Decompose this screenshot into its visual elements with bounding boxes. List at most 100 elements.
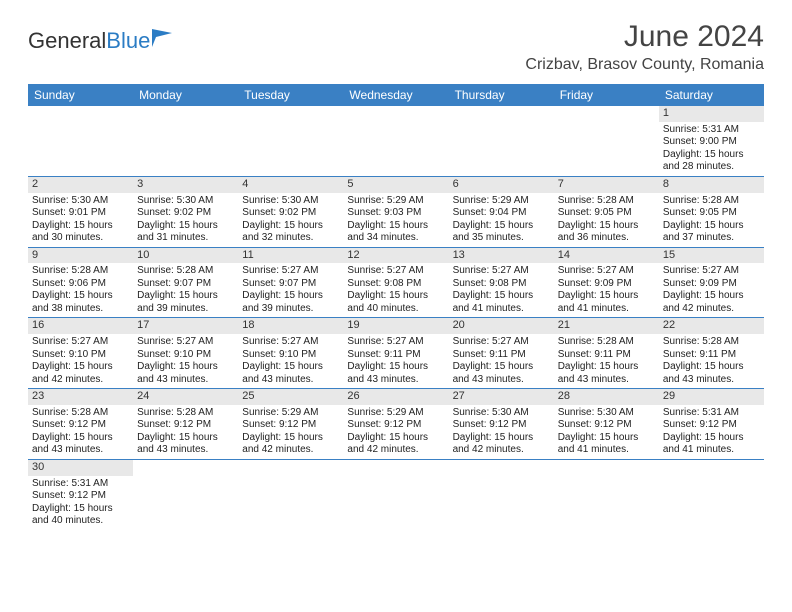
day-details: Sunrise: 5:30 AMSunset: 9:12 PMDaylight:… — [449, 406, 554, 459]
day-number: 2 — [28, 177, 133, 193]
daylight-line: Daylight: 15 hours and 42 minutes. — [32, 361, 129, 386]
day-number: 28 — [554, 389, 659, 405]
daylight-line: Daylight: 15 hours and 38 minutes. — [32, 290, 129, 315]
calendar-cell: 18Sunrise: 5:27 AMSunset: 9:10 PMDayligh… — [238, 318, 343, 389]
calendar-cell — [28, 106, 133, 176]
sunset-line: Sunset: 9:12 PM — [453, 419, 550, 432]
weekday-header: Friday — [554, 84, 659, 106]
calendar-cell: 13Sunrise: 5:27 AMSunset: 9:08 PMDayligh… — [449, 247, 554, 318]
calendar-cell: 19Sunrise: 5:27 AMSunset: 9:11 PMDayligh… — [343, 318, 448, 389]
daylight-line: Daylight: 15 hours and 43 minutes. — [663, 361, 760, 386]
sunset-line: Sunset: 9:08 PM — [453, 278, 550, 291]
day-details: Sunrise: 5:27 AMSunset: 9:09 PMDaylight:… — [554, 264, 659, 317]
day-details: Sunrise: 5:27 AMSunset: 9:08 PMDaylight:… — [343, 264, 448, 317]
sunrise-line: Sunrise: 5:28 AM — [558, 336, 655, 349]
day-number: 16 — [28, 318, 133, 334]
calendar-cell — [554, 106, 659, 176]
daylight-line: Daylight: 15 hours and 43 minutes. — [242, 361, 339, 386]
sunrise-line: Sunrise: 5:29 AM — [453, 195, 550, 208]
day-number: 7 — [554, 177, 659, 193]
day-details: Sunrise: 5:27 AMSunset: 9:10 PMDaylight:… — [28, 335, 133, 388]
calendar-cell: 17Sunrise: 5:27 AMSunset: 9:10 PMDayligh… — [133, 318, 238, 389]
day-details: Sunrise: 5:27 AMSunset: 9:11 PMDaylight:… — [449, 335, 554, 388]
calendar-cell: 14Sunrise: 5:27 AMSunset: 9:09 PMDayligh… — [554, 247, 659, 318]
day-details: Sunrise: 5:28 AMSunset: 9:11 PMDaylight:… — [659, 335, 764, 388]
day-number: 24 — [133, 389, 238, 405]
calendar-row: 30Sunrise: 5:31 AMSunset: 9:12 PMDayligh… — [28, 459, 764, 529]
daylight-line: Daylight: 15 hours and 42 minutes. — [242, 432, 339, 457]
day-number: 21 — [554, 318, 659, 334]
sunset-line: Sunset: 9:02 PM — [242, 207, 339, 220]
sunrise-line: Sunrise: 5:27 AM — [347, 336, 444, 349]
day-number: 3 — [133, 177, 238, 193]
day-number: 19 — [343, 318, 448, 334]
day-number: 12 — [343, 248, 448, 264]
daylight-line: Daylight: 15 hours and 41 minutes. — [663, 432, 760, 457]
day-details: Sunrise: 5:30 AMSunset: 9:01 PMDaylight:… — [28, 194, 133, 247]
day-number: 5 — [343, 177, 448, 193]
calendar-row: 9Sunrise: 5:28 AMSunset: 9:06 PMDaylight… — [28, 247, 764, 318]
calendar-cell — [343, 459, 448, 529]
daylight-line: Daylight: 15 hours and 36 minutes. — [558, 220, 655, 245]
sunset-line: Sunset: 9:09 PM — [663, 278, 760, 291]
daylight-line: Daylight: 15 hours and 31 minutes. — [137, 220, 234, 245]
calendar-table: SundayMondayTuesdayWednesdayThursdayFrid… — [28, 84, 764, 530]
flag-icon — [152, 27, 178, 53]
sunset-line: Sunset: 9:11 PM — [347, 349, 444, 362]
day-details: Sunrise: 5:31 AMSunset: 9:12 PMDaylight:… — [659, 406, 764, 459]
sunrise-line: Sunrise: 5:30 AM — [137, 195, 234, 208]
day-number: 30 — [28, 460, 133, 476]
daylight-line: Daylight: 15 hours and 39 minutes. — [137, 290, 234, 315]
day-details: Sunrise: 5:28 AMSunset: 9:12 PMDaylight:… — [133, 406, 238, 459]
calendar-cell: 20Sunrise: 5:27 AMSunset: 9:11 PMDayligh… — [449, 318, 554, 389]
daylight-line: Daylight: 15 hours and 34 minutes. — [347, 220, 444, 245]
day-details: Sunrise: 5:27 AMSunset: 9:07 PMDaylight:… — [238, 264, 343, 317]
calendar-cell: 6Sunrise: 5:29 AMSunset: 9:04 PMDaylight… — [449, 176, 554, 247]
calendar-cell: 12Sunrise: 5:27 AMSunset: 9:08 PMDayligh… — [343, 247, 448, 318]
calendar-cell — [238, 106, 343, 176]
calendar-cell: 27Sunrise: 5:30 AMSunset: 9:12 PMDayligh… — [449, 389, 554, 460]
sunrise-line: Sunrise: 5:30 AM — [242, 195, 339, 208]
calendar-cell: 3Sunrise: 5:30 AMSunset: 9:02 PMDaylight… — [133, 176, 238, 247]
day-number: 6 — [449, 177, 554, 193]
calendar-cell — [133, 106, 238, 176]
calendar-cell: 23Sunrise: 5:28 AMSunset: 9:12 PMDayligh… — [28, 389, 133, 460]
sunrise-line: Sunrise: 5:27 AM — [242, 265, 339, 278]
calendar-cell: 21Sunrise: 5:28 AMSunset: 9:11 PMDayligh… — [554, 318, 659, 389]
sunrise-line: Sunrise: 5:31 AM — [663, 407, 760, 420]
sunset-line: Sunset: 9:11 PM — [453, 349, 550, 362]
day-details: Sunrise: 5:28 AMSunset: 9:12 PMDaylight:… — [28, 406, 133, 459]
calendar-cell: 30Sunrise: 5:31 AMSunset: 9:12 PMDayligh… — [28, 459, 133, 529]
calendar-cell: 28Sunrise: 5:30 AMSunset: 9:12 PMDayligh… — [554, 389, 659, 460]
day-number: 14 — [554, 248, 659, 264]
calendar-cell — [343, 106, 448, 176]
month-title: June 2024 — [525, 20, 764, 54]
day-details: Sunrise: 5:28 AMSunset: 9:11 PMDaylight:… — [554, 335, 659, 388]
daylight-line: Daylight: 15 hours and 40 minutes. — [32, 503, 129, 528]
day-number: 9 — [28, 248, 133, 264]
sunset-line: Sunset: 9:12 PM — [137, 419, 234, 432]
sunset-line: Sunset: 9:07 PM — [242, 278, 339, 291]
day-details: Sunrise: 5:31 AMSunset: 9:00 PMDaylight:… — [659, 123, 764, 176]
logo: GeneralBlue — [28, 28, 178, 54]
logo-text-blue: Blue — [106, 28, 150, 54]
sunset-line: Sunset: 9:12 PM — [558, 419, 655, 432]
calendar-cell — [659, 459, 764, 529]
calendar-cell: 7Sunrise: 5:28 AMSunset: 9:05 PMDaylight… — [554, 176, 659, 247]
daylight-line: Daylight: 15 hours and 43 minutes. — [32, 432, 129, 457]
sunset-line: Sunset: 9:08 PM — [347, 278, 444, 291]
sunset-line: Sunset: 9:06 PM — [32, 278, 129, 291]
day-details: Sunrise: 5:30 AMSunset: 9:02 PMDaylight:… — [133, 194, 238, 247]
day-details: Sunrise: 5:29 AMSunset: 9:12 PMDaylight:… — [343, 406, 448, 459]
sunset-line: Sunset: 9:10 PM — [32, 349, 129, 362]
weekday-header: Sunday — [28, 84, 133, 106]
daylight-line: Daylight: 15 hours and 32 minutes. — [242, 220, 339, 245]
calendar-cell — [238, 459, 343, 529]
calendar-cell: 5Sunrise: 5:29 AMSunset: 9:03 PMDaylight… — [343, 176, 448, 247]
sunrise-line: Sunrise: 5:27 AM — [453, 265, 550, 278]
calendar-cell: 22Sunrise: 5:28 AMSunset: 9:11 PMDayligh… — [659, 318, 764, 389]
sunset-line: Sunset: 9:11 PM — [558, 349, 655, 362]
day-number: 11 — [238, 248, 343, 264]
calendar-cell: 29Sunrise: 5:31 AMSunset: 9:12 PMDayligh… — [659, 389, 764, 460]
sunrise-line: Sunrise: 5:27 AM — [453, 336, 550, 349]
